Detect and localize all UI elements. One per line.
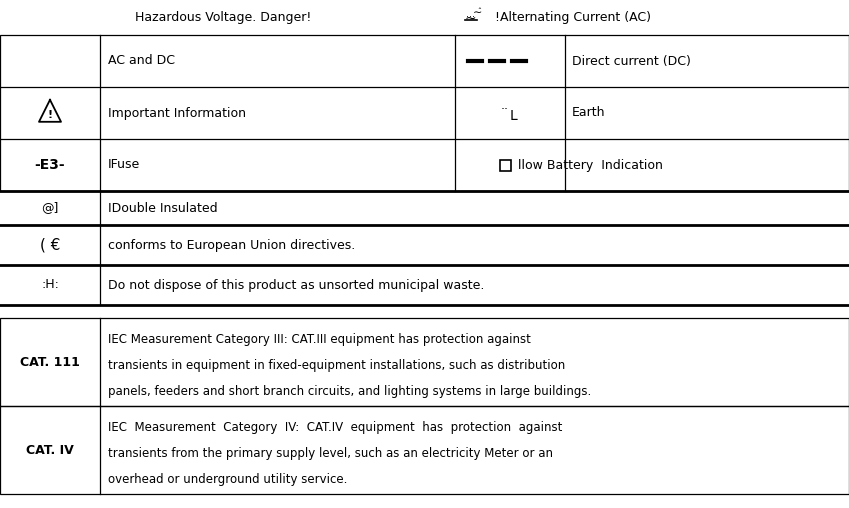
- Text: !: !: [48, 110, 53, 120]
- Text: transients in equipment in fixed-equipment installations, such as distribution: transients in equipment in fixed-equipme…: [108, 359, 565, 371]
- Text: @]: @]: [42, 202, 59, 214]
- Text: Hazardous Voltage. Danger!: Hazardous Voltage. Danger!: [135, 12, 312, 24]
- Text: ···: ···: [466, 12, 475, 22]
- Text: ( €: ( €: [40, 238, 60, 252]
- Text: panels, feeders and short branch circuits, and lighting systems in large buildin: panels, feeders and short branch circuit…: [108, 385, 591, 397]
- Text: AC and DC: AC and DC: [108, 54, 175, 68]
- Text: ∼: ∼: [473, 8, 483, 18]
- Bar: [0, 406, 849, 494]
- Text: overhead or underground utility service.: overhead or underground utility service.: [108, 472, 347, 486]
- Text: !Alternating Current (AC): !Alternating Current (AC): [495, 12, 651, 24]
- Text: Do not dispose of this product as unsorted municipal waste.: Do not dispose of this product as unsort…: [108, 278, 485, 292]
- Text: IDouble Insulated: IDouble Insulated: [108, 202, 217, 214]
- Text: transients from the primary supply level, such as an electricity Meter or an: transients from the primary supply level…: [108, 447, 553, 460]
- Bar: [0, 35, 849, 191]
- Text: IFuse: IFuse: [108, 158, 140, 172]
- Text: Direct current (DC): Direct current (DC): [572, 54, 691, 68]
- Text: L: L: [510, 109, 518, 123]
- Bar: [0, 318, 849, 406]
- Bar: [500, 160, 511, 171]
- Text: :H:: :H:: [41, 278, 59, 292]
- Text: -E3-: -E3-: [35, 158, 65, 172]
- Text: CAT. IV: CAT. IV: [26, 443, 74, 457]
- Text: Important Information: Important Information: [108, 107, 246, 119]
- Text: ~: ~: [464, 12, 475, 26]
- Text: IEC Measurement Category III: CAT.III equipment has protection against: IEC Measurement Category III: CAT.III eq…: [108, 333, 531, 345]
- Text: IEC  Measurement  Category  IV:  CAT.IV  equipment  has  protection  against: IEC Measurement Category IV: CAT.IV equi…: [108, 421, 562, 433]
- Text: Earth: Earth: [572, 107, 605, 119]
- Text: llow Battery  Indication: llow Battery Indication: [518, 158, 663, 172]
- Text: conforms to European Union directives.: conforms to European Union directives.: [108, 238, 355, 251]
- Text: ··: ··: [501, 104, 509, 116]
- Text: CAT. 111: CAT. 111: [20, 356, 80, 368]
